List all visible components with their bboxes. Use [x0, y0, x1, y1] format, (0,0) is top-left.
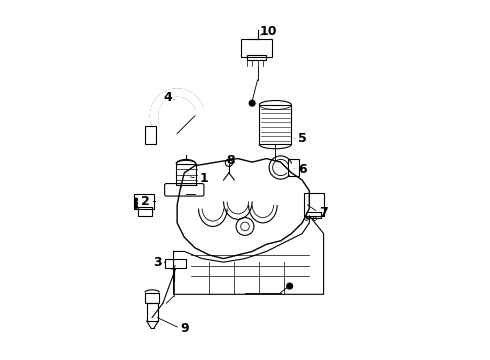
Polygon shape: [173, 216, 323, 294]
Text: 7: 7: [319, 206, 328, 219]
Bar: [288, 158, 298, 176]
Bar: [138, 207, 152, 216]
Bar: [259, 105, 292, 144]
Polygon shape: [177, 158, 309, 258]
FancyBboxPatch shape: [165, 184, 204, 196]
Bar: [147, 303, 158, 321]
Text: 4: 4: [164, 91, 172, 104]
Circle shape: [135, 202, 138, 204]
Bar: [247, 55, 267, 60]
Circle shape: [135, 198, 138, 201]
Text: 6: 6: [298, 163, 306, 176]
Circle shape: [249, 100, 255, 106]
Text: 2: 2: [141, 195, 149, 208]
Bar: [176, 164, 196, 185]
Text: 10: 10: [260, 25, 277, 38]
Bar: [242, 39, 272, 57]
Bar: [165, 258, 186, 267]
Circle shape: [287, 283, 293, 289]
Text: 9: 9: [180, 322, 189, 335]
Bar: [304, 193, 323, 216]
Text: 5: 5: [298, 132, 307, 145]
Polygon shape: [150, 89, 202, 124]
Bar: [306, 212, 321, 217]
Text: 1: 1: [199, 172, 208, 185]
Bar: [145, 293, 159, 303]
Text: 3: 3: [153, 256, 162, 269]
Text: 8: 8: [226, 154, 235, 167]
Circle shape: [135, 205, 138, 208]
Bar: [145, 126, 156, 144]
Bar: [134, 194, 154, 208]
